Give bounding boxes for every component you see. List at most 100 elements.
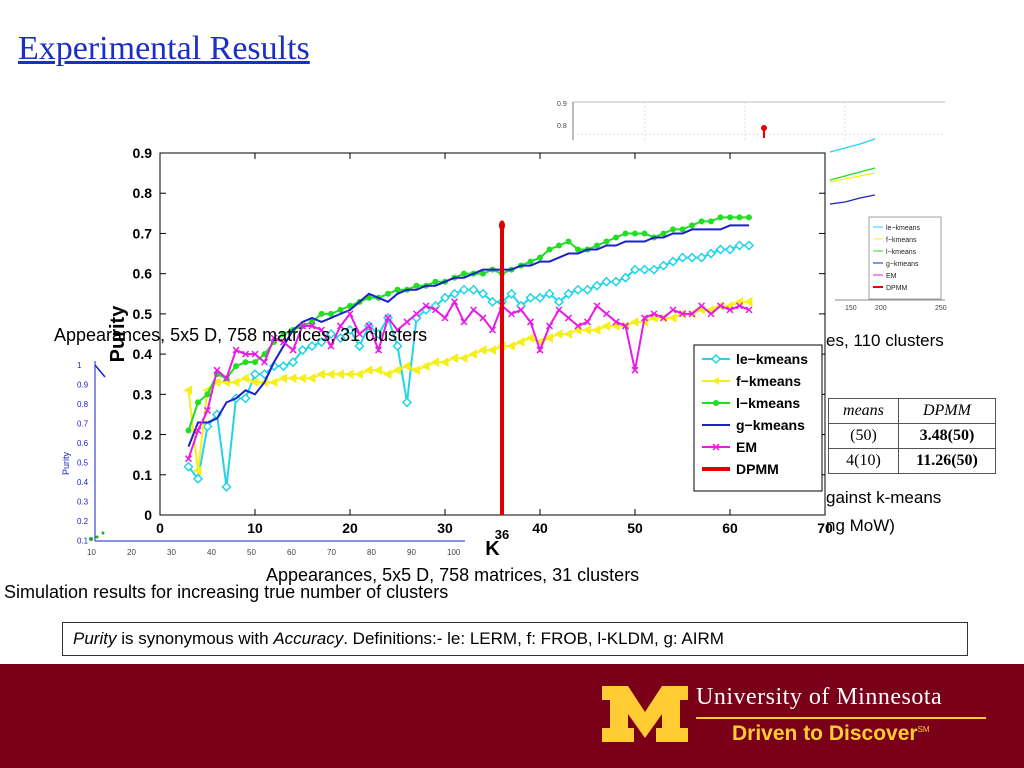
data-point xyxy=(458,353,468,363)
slide-title: Experimental Results xyxy=(18,30,310,67)
data-point xyxy=(545,322,554,330)
data-point xyxy=(686,252,698,263)
data-point xyxy=(242,359,249,366)
data-point xyxy=(392,341,403,352)
data-point xyxy=(394,286,401,293)
table-cell: 11.26(50) xyxy=(897,448,997,474)
data-point xyxy=(582,325,591,335)
data-point xyxy=(601,321,610,331)
data-point xyxy=(233,363,239,370)
data-point xyxy=(374,346,383,354)
dpmm-k-label: 36 xyxy=(495,527,509,542)
bg-legend-entry: f−kmeans xyxy=(886,237,917,244)
data-point xyxy=(537,254,543,261)
x-tick-label: 10 xyxy=(247,520,263,536)
data-point xyxy=(363,365,373,376)
y-tick-label: 0.1 xyxy=(133,467,153,483)
bg-top-xtick: 150 xyxy=(845,305,857,312)
data-point xyxy=(278,373,287,384)
data-point xyxy=(582,284,593,295)
data-point xyxy=(401,361,411,372)
data-point xyxy=(602,310,611,318)
data-point xyxy=(488,326,497,334)
x-tick-label: 60 xyxy=(722,520,738,536)
x-tick-label: 20 xyxy=(342,520,358,536)
legend-box xyxy=(693,344,823,492)
data-point xyxy=(268,377,278,388)
data-point xyxy=(716,302,725,310)
data-point xyxy=(735,302,744,310)
bg-left-xtick: 90 xyxy=(407,548,416,557)
data-point xyxy=(612,318,620,326)
data-point xyxy=(477,345,487,355)
data-point xyxy=(534,292,546,303)
bg-top-xtick: 250 xyxy=(935,305,947,312)
y-tick-label: 0.5 xyxy=(133,306,153,322)
data-point xyxy=(477,288,489,299)
data-point xyxy=(715,244,726,255)
tagline-text: Driven to Discover xyxy=(732,722,918,745)
data-point xyxy=(667,313,677,323)
data-point xyxy=(610,276,622,287)
data-point xyxy=(591,280,603,291)
legend-marker xyxy=(712,377,719,385)
data-point xyxy=(629,264,641,275)
x-tick-label: 50 xyxy=(627,520,643,536)
x-tick-label: 40 xyxy=(532,520,548,536)
data-point xyxy=(325,369,335,380)
data-point xyxy=(325,328,337,340)
y-tick-label: 0.2 xyxy=(133,427,153,443)
data-point xyxy=(583,318,592,326)
data-point xyxy=(659,314,668,322)
footer-divider xyxy=(696,717,986,719)
bg-left-ytick: 0.8 xyxy=(77,400,89,409)
data-point xyxy=(632,230,638,237)
data-point xyxy=(222,374,231,382)
data-point xyxy=(373,328,384,340)
data-point xyxy=(556,242,562,249)
data-point xyxy=(648,264,660,275)
data-point xyxy=(430,357,439,368)
legend-label: f−kmeans xyxy=(736,373,801,389)
data-point xyxy=(458,284,470,295)
data-point xyxy=(393,326,402,334)
bg-top-ytick: 0.8 xyxy=(557,123,567,130)
bg-left-ylabel: Purity xyxy=(61,451,71,475)
y-tick-label: 0.6 xyxy=(133,266,153,282)
caption-right-clusters: es, 110 clusters xyxy=(826,331,944,350)
bg-top-ytick: 0.9 xyxy=(557,101,567,108)
data-point xyxy=(726,306,734,314)
data-point xyxy=(373,365,382,376)
bg-left-ytick: 0.6 xyxy=(77,439,89,448)
data-point xyxy=(232,346,240,354)
x-tick-label: 0 xyxy=(156,520,164,536)
caption-left-top: Appearances, 5x5 D, 758 matrices, 31 clu… xyxy=(54,325,428,345)
data-point xyxy=(546,246,553,253)
bg-left-xtick: 50 xyxy=(247,548,256,557)
data-point xyxy=(336,322,345,330)
data-point xyxy=(469,306,478,314)
bg-left-ytick: 0.2 xyxy=(77,517,89,526)
data-point xyxy=(203,406,212,414)
data-point xyxy=(192,465,202,476)
bg-left-ytick: 0.1 xyxy=(77,537,89,546)
data-point xyxy=(487,296,498,307)
data-point xyxy=(745,306,753,314)
data-point xyxy=(717,214,724,221)
data-point xyxy=(240,373,249,384)
data-point xyxy=(449,288,460,299)
data-point xyxy=(670,226,676,233)
data-point xyxy=(192,473,204,484)
legend-label: l−kmeans xyxy=(736,395,800,411)
bg-legend-entry: le−kmeans xyxy=(886,225,921,232)
data-point xyxy=(297,373,306,384)
data-point xyxy=(734,240,745,251)
data-point xyxy=(515,337,525,347)
caption-main: Appearances, 5x5 D, 758 matrices, 31 clu… xyxy=(266,565,640,585)
data-point xyxy=(287,357,299,368)
legend-marker xyxy=(710,353,722,365)
data-point xyxy=(439,357,449,368)
data-point xyxy=(506,341,515,351)
data-point xyxy=(724,244,736,255)
data-point xyxy=(564,314,573,322)
